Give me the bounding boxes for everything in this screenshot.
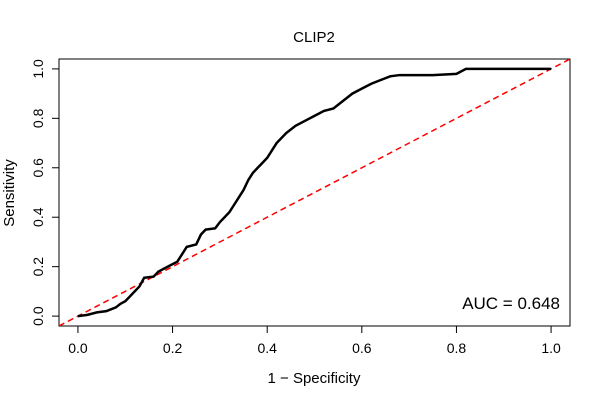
x-axis: 0.0 0.2 0.4 0.6 0.8 1.0 [68, 325, 561, 356]
x-tick-label: 0.0 [68, 340, 88, 356]
y-tick-label: 0.2 [30, 257, 46, 277]
chart-title: CLIP2 [293, 29, 335, 46]
x-tick-label: 1.0 [541, 340, 561, 356]
y-tick-label: 0.8 [30, 108, 46, 128]
auc-annotation: AUC = 0.648 [462, 294, 560, 313]
roc-curve-line [77, 67, 552, 318]
y-tick-label: 0.0 [30, 306, 46, 326]
x-tick-label: 0.6 [352, 340, 372, 356]
x-tick-label: 0.4 [257, 340, 277, 356]
y-axis-label: Sensitivity [1, 159, 18, 227]
x-tick-label: 0.8 [447, 340, 467, 356]
y-axis: 0.0 0.2 0.4 0.6 0.8 1.0 [30, 59, 60, 326]
reference-diagonal-line [59, 59, 570, 326]
x-axis-label: 1 − Specificity [268, 370, 361, 387]
x-tick-label: 0.2 [163, 340, 183, 356]
y-tick-label: 1.0 [30, 59, 46, 79]
y-tick-label: 0.4 [30, 207, 46, 227]
y-tick-label: 0.6 [30, 158, 46, 178]
series-layer [59, 59, 570, 326]
